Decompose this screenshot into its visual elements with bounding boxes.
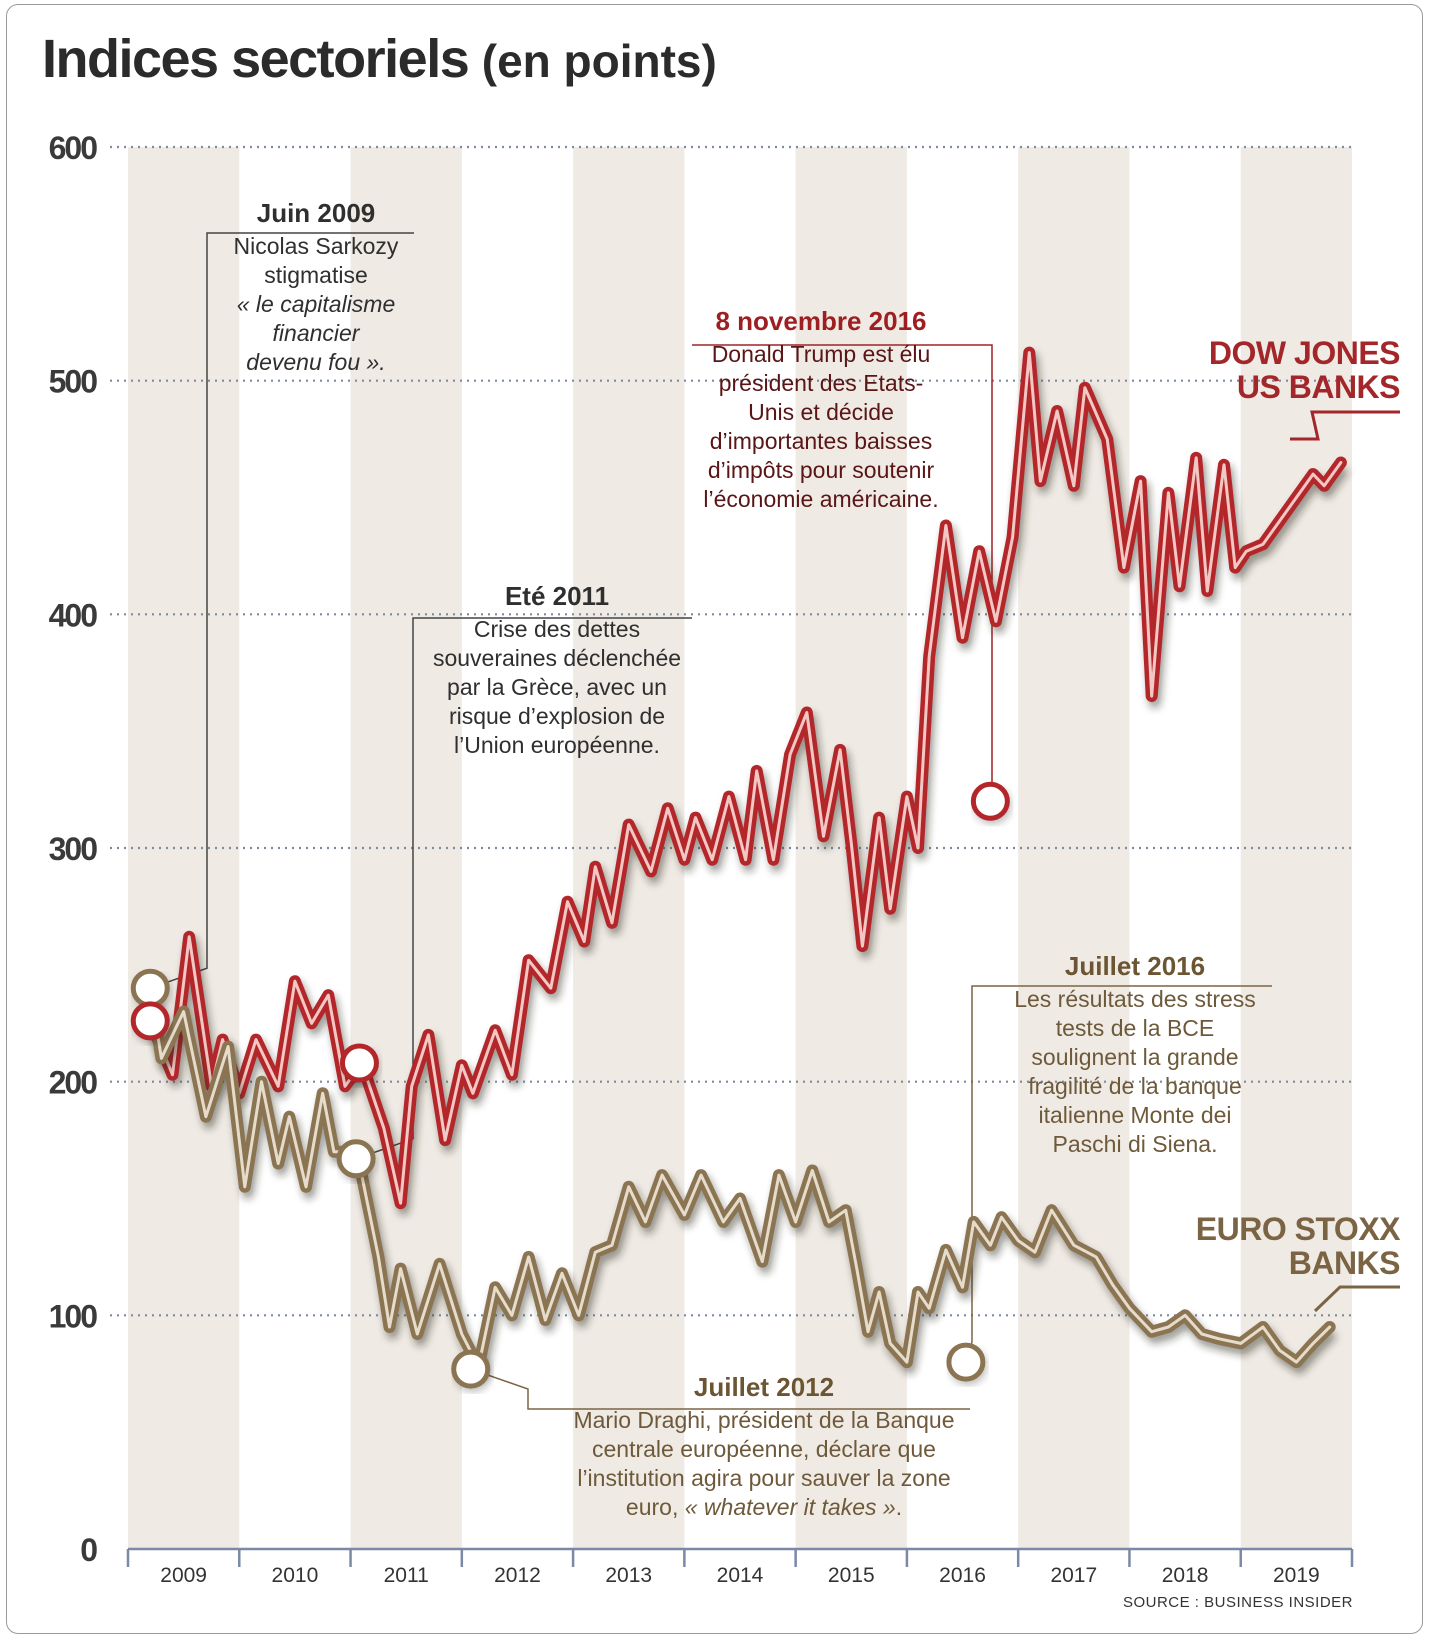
- event-marker: [970, 781, 1010, 821]
- legend-label-euro: EURO STOXX BANKS: [1195, 1211, 1401, 1281]
- event-marker: [946, 1342, 986, 1382]
- y-tick-label: 200: [49, 1065, 98, 1101]
- x-tick-label: 2010: [272, 1564, 319, 1587]
- y-tick-label: 0: [80, 1532, 97, 1568]
- event-marker: [451, 1349, 491, 1389]
- event-marker: [339, 1043, 379, 1083]
- title-text: Indices sectoriels: [42, 29, 470, 89]
- legend-tail-dow: [1290, 410, 1400, 441]
- annotation-quote: « le capitalisme financier devenu fou ».: [236, 291, 396, 375]
- annotation-text: Crise des dettes souveraines déclenchée …: [432, 616, 682, 758]
- source-note: SOURCE : BUSINESS INSIDER: [1122, 1594, 1353, 1611]
- leader-juil-2012: [470, 1368, 970, 1410]
- y-tick-label: 400: [49, 597, 98, 633]
- annotation-text: Mario Draghi, président de la Banque cen…: [573, 1407, 955, 1491]
- annotation-juil-2016: Juillet 2016 Les résultats des stress te…: [990, 952, 1280, 1159]
- annotation-text-end: euro,: [625, 1494, 685, 1520]
- annotation-text: Donald Trump est élu président des Etats…: [703, 341, 939, 512]
- annotation-heading: Juillet 2012: [693, 1372, 835, 1402]
- annotation-heading: Juillet 2016: [1064, 951, 1206, 981]
- x-tick-label: 2009: [160, 1564, 207, 1587]
- y-tick-label: 600: [49, 130, 98, 166]
- chart-title: Indices sectoriels (en points): [42, 28, 717, 90]
- annotation-text: Les résultats des stress tests de la BCE…: [1014, 986, 1256, 1157]
- annotation-heading: 8 novembre 2016: [715, 306, 927, 336]
- y-tick-label: 300: [49, 831, 98, 867]
- annotation-quote: « whatever it takes »: [684, 1494, 896, 1520]
- annotation-nov-2016: 8 novembre 2016 Donald Trump est élu pré…: [676, 307, 966, 514]
- legend-label-dow: DOW JONES US BANKS: [1208, 335, 1401, 405]
- annotation-ete-2011: Eté 2011 Crise des dettes souveraines dé…: [412, 582, 702, 760]
- x-tick-label: 2011: [384, 1564, 429, 1587]
- annotation-text: Nicolas Sarkozy stigmatise: [233, 233, 399, 288]
- series-highlight: [148, 351, 1343, 1205]
- annotation-juin-2009: Juin 2009 Nicolas Sarkozy stigmatise « l…: [207, 199, 425, 377]
- event-marker: [130, 1001, 170, 1041]
- x-tick-label: 2018: [1162, 1564, 1209, 1587]
- annotation-heading: Juin 2009: [256, 198, 376, 228]
- y-tick-label: 500: [49, 364, 98, 400]
- event-marker: [336, 1139, 376, 1179]
- x-tick-label: 2017: [1050, 1564, 1097, 1587]
- y-tick-label: 100: [49, 1298, 98, 1334]
- x-tick-label: 2016: [939, 1564, 986, 1587]
- annotation-text-end-dot: .: [895, 1494, 903, 1520]
- event-marker: [130, 968, 170, 1008]
- x-tick-label: 2013: [605, 1564, 652, 1587]
- x-tick-label: 2019: [1273, 1564, 1320, 1587]
- x-tick-label: 2012: [494, 1564, 541, 1587]
- chart-frame: [6, 4, 1423, 1634]
- legend-tail-euro: [1313, 1285, 1400, 1313]
- x-tick-label: 2014: [717, 1564, 764, 1587]
- x-tick-label: 2015: [828, 1564, 875, 1587]
- annotation-juil-2012: Juillet 2012 Mario Draghi, président de …: [544, 1373, 984, 1522]
- annotation-heading: Eté 2011: [504, 581, 610, 611]
- title-unit: (en points): [481, 35, 717, 87]
